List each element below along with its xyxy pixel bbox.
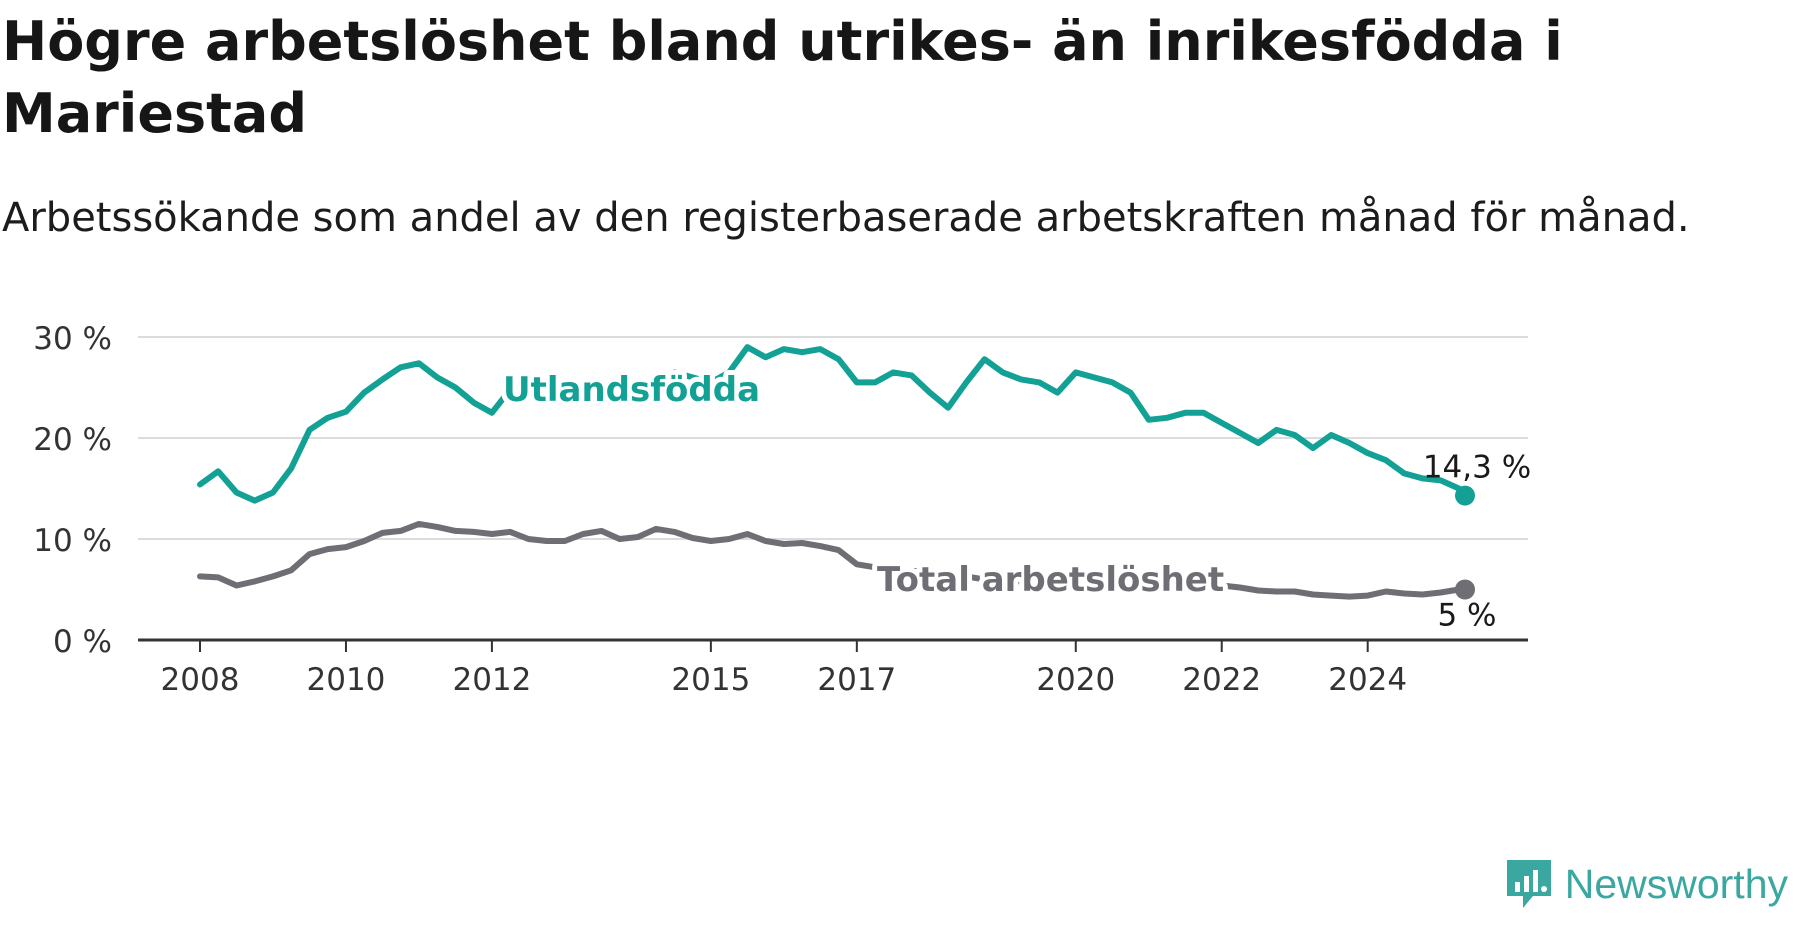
series-name-label: Total arbetslöshet xyxy=(877,560,1224,600)
y-tick-label: 20 % xyxy=(33,422,112,458)
chart-subtitle: Arbetssökande som andel av den registerb… xyxy=(2,195,1690,241)
y-tick-label: 30 % xyxy=(33,321,112,357)
y-tick-label: 10 % xyxy=(33,523,112,559)
chart-title: Högre arbetslöshet bland utrikes- än inr… xyxy=(2,10,1563,145)
x-tick-label: 2017 xyxy=(817,662,896,698)
x-tick-label: 2022 xyxy=(1182,662,1261,698)
series-end-point xyxy=(1455,485,1475,506)
series-line xyxy=(197,520,1468,600)
brand-name: Newsworthy xyxy=(1564,860,1788,907)
newsworthy-logo-icon xyxy=(1506,860,1551,908)
x-tick-label: 2010 xyxy=(307,662,386,698)
series-end-point xyxy=(1455,579,1475,600)
series-name-label: Utlandsfödda xyxy=(503,370,760,410)
series-end-label: 5 % xyxy=(1437,598,1496,634)
x-tick-label: 2008 xyxy=(161,662,240,698)
y-tick-label: 0 % xyxy=(53,624,112,660)
brand-logo: Newsworthy xyxy=(1503,854,1788,914)
series-line xyxy=(197,344,1468,504)
x-tick-label: 2020 xyxy=(1036,662,1115,698)
x-tick-label: 2024 xyxy=(1328,662,1407,698)
series-end-label: 14,3 % xyxy=(1423,450,1531,486)
x-tick-label: 2012 xyxy=(452,662,531,698)
x-tick-label: 2015 xyxy=(671,662,750,698)
